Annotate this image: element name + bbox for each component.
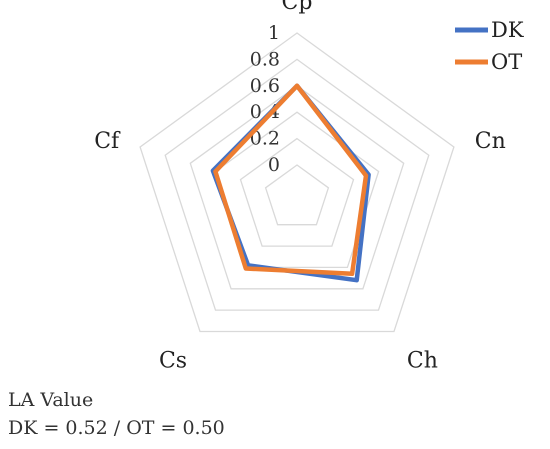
legend: DK OT [455, 18, 524, 74]
series-dk [210, 83, 371, 283]
radar-grid [139, 32, 455, 333]
series-ot [213, 83, 369, 277]
grid-ring-1 [239, 137, 355, 247]
grid-ring-5 [139, 32, 455, 333]
tick-label-3: 0.6 [250, 75, 280, 97]
tick-label-5: 1 [268, 22, 280, 44]
grid-ring-4 [164, 58, 430, 311]
axis-label-cs: Cs [159, 348, 187, 373]
legend-label-ot: OT [491, 50, 522, 74]
grid-ring-3 [189, 84, 405, 290]
radial-tick-labels: 0 0.2 0.4 0.6 0.8 1 [250, 22, 280, 176]
axis-label-cf: Cf [94, 129, 121, 154]
tick-label-0: 0 [268, 154, 280, 176]
tick-label-4: 0.8 [250, 48, 280, 70]
annotation-values: DK = 0.52 / OT = 0.50 [8, 417, 225, 439]
legend-label-dk: DK [491, 18, 524, 42]
grid-ring-0 [264, 164, 330, 226]
axis-label-cn: Cn [475, 129, 506, 154]
axis-label-ch: Ch [407, 348, 438, 373]
radar-series [210, 83, 371, 283]
la-value-annotation: LA Value DK = 0.52 / OT = 0.50 [8, 386, 225, 442]
annotation-title: LA Value [8, 389, 94, 411]
tick-label-2: 0.4 [250, 101, 280, 123]
axis-label-cp: Cp [282, 0, 313, 15]
axis-labels: Cp Cn Ch Cs Cf [94, 0, 506, 373]
tick-label-1: 0.2 [250, 128, 280, 150]
grid-ring-2 [214, 111, 380, 269]
